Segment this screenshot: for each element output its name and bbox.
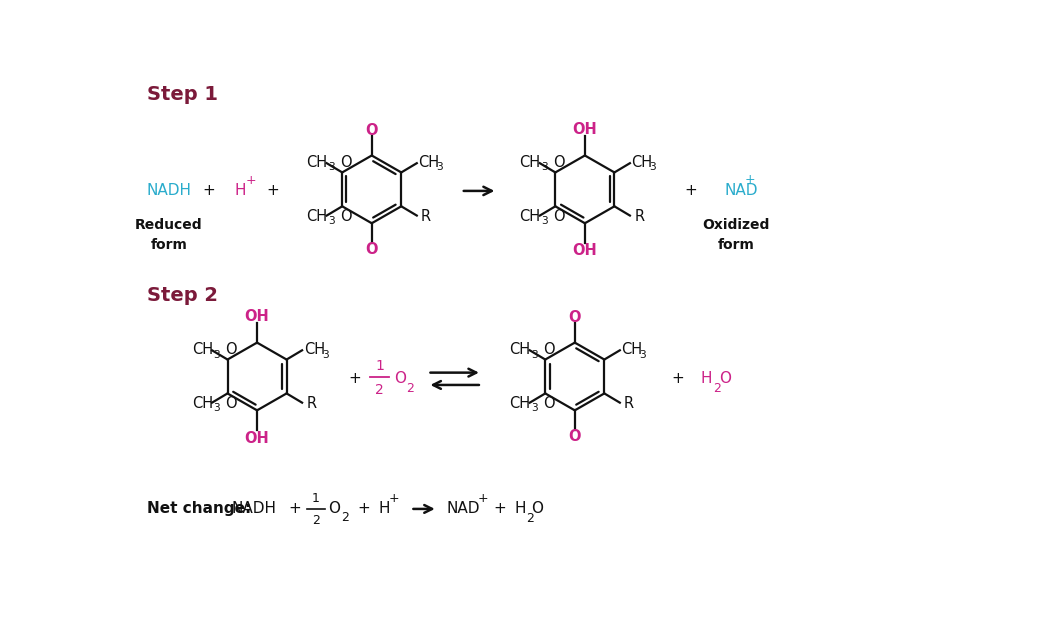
Text: O: O: [393, 371, 406, 386]
Text: 3: 3: [328, 162, 335, 172]
Text: CH: CH: [520, 155, 541, 170]
Text: CH: CH: [191, 396, 213, 411]
Text: O: O: [543, 396, 554, 411]
Text: NAD: NAD: [725, 183, 757, 198]
Text: NADH: NADH: [146, 183, 191, 198]
Text: +: +: [348, 371, 361, 386]
Text: O: O: [340, 209, 351, 224]
Text: O: O: [340, 155, 351, 170]
Text: R: R: [634, 209, 644, 224]
Text: 3: 3: [214, 404, 220, 414]
Text: +: +: [245, 174, 257, 187]
Text: +: +: [745, 173, 755, 186]
Text: +: +: [388, 491, 399, 504]
Text: +: +: [203, 183, 216, 198]
Text: 3: 3: [531, 404, 538, 414]
Text: CH: CH: [509, 342, 530, 357]
Text: 3: 3: [542, 216, 548, 226]
Text: CH: CH: [304, 342, 325, 357]
Text: OH: OH: [245, 430, 269, 445]
Text: O: O: [225, 396, 237, 411]
Text: 3: 3: [328, 216, 335, 226]
Text: CH: CH: [306, 155, 327, 170]
Text: +: +: [493, 501, 506, 516]
Text: NADH: NADH: [231, 501, 277, 516]
Text: O: O: [553, 155, 565, 170]
Text: 2: 2: [312, 514, 320, 527]
Text: +: +: [671, 371, 684, 386]
Text: CH: CH: [631, 155, 652, 170]
Text: O: O: [553, 209, 565, 224]
Text: R: R: [421, 209, 431, 224]
Text: H: H: [514, 501, 526, 516]
Text: 3: 3: [214, 350, 220, 360]
Text: R: R: [306, 396, 317, 411]
Text: O: O: [328, 501, 341, 516]
Text: O: O: [225, 342, 237, 357]
Text: 3: 3: [531, 350, 538, 360]
Text: Oxidized: Oxidized: [703, 218, 770, 232]
Text: CH: CH: [306, 209, 327, 224]
Text: NAD: NAD: [446, 501, 480, 516]
Text: 2: 2: [406, 381, 414, 394]
Text: OH: OH: [572, 122, 598, 137]
Text: 2: 2: [376, 383, 384, 397]
Text: O: O: [531, 501, 544, 516]
Text: O: O: [365, 242, 378, 257]
Text: 3: 3: [640, 350, 646, 360]
Text: CH: CH: [191, 342, 213, 357]
Text: O: O: [568, 310, 581, 325]
Text: 3: 3: [437, 162, 443, 172]
Text: +: +: [358, 501, 370, 516]
Text: CH: CH: [622, 342, 643, 357]
Text: Net change:: Net change:: [147, 501, 251, 516]
Text: 3: 3: [650, 162, 656, 172]
Text: 3: 3: [542, 162, 548, 172]
Text: CH: CH: [419, 155, 440, 170]
Text: 2: 2: [342, 511, 349, 524]
Text: OH: OH: [572, 243, 598, 259]
Text: OH: OH: [245, 309, 269, 324]
Text: Reduced: Reduced: [135, 218, 203, 232]
Text: 3: 3: [322, 350, 328, 360]
Text: O: O: [543, 342, 554, 357]
Text: 1: 1: [312, 491, 320, 504]
Text: R: R: [624, 396, 634, 411]
Text: CH: CH: [509, 396, 530, 411]
Text: CH: CH: [520, 209, 541, 224]
Text: +: +: [266, 183, 279, 198]
Text: +: +: [478, 491, 488, 504]
Text: Step 1: Step 1: [147, 85, 218, 104]
Text: form: form: [717, 238, 754, 252]
Text: 2: 2: [713, 381, 722, 394]
Text: 2: 2: [526, 513, 533, 526]
Text: Step 2: Step 2: [147, 285, 218, 305]
Text: form: form: [150, 238, 187, 252]
Text: H: H: [235, 183, 246, 198]
Text: O: O: [720, 371, 731, 386]
Text: H: H: [701, 371, 712, 386]
Text: H: H: [379, 501, 390, 516]
Text: O: O: [365, 123, 378, 138]
Text: 1: 1: [376, 360, 384, 373]
Text: +: +: [685, 183, 697, 198]
Text: +: +: [288, 501, 301, 516]
Text: O: O: [568, 429, 581, 444]
